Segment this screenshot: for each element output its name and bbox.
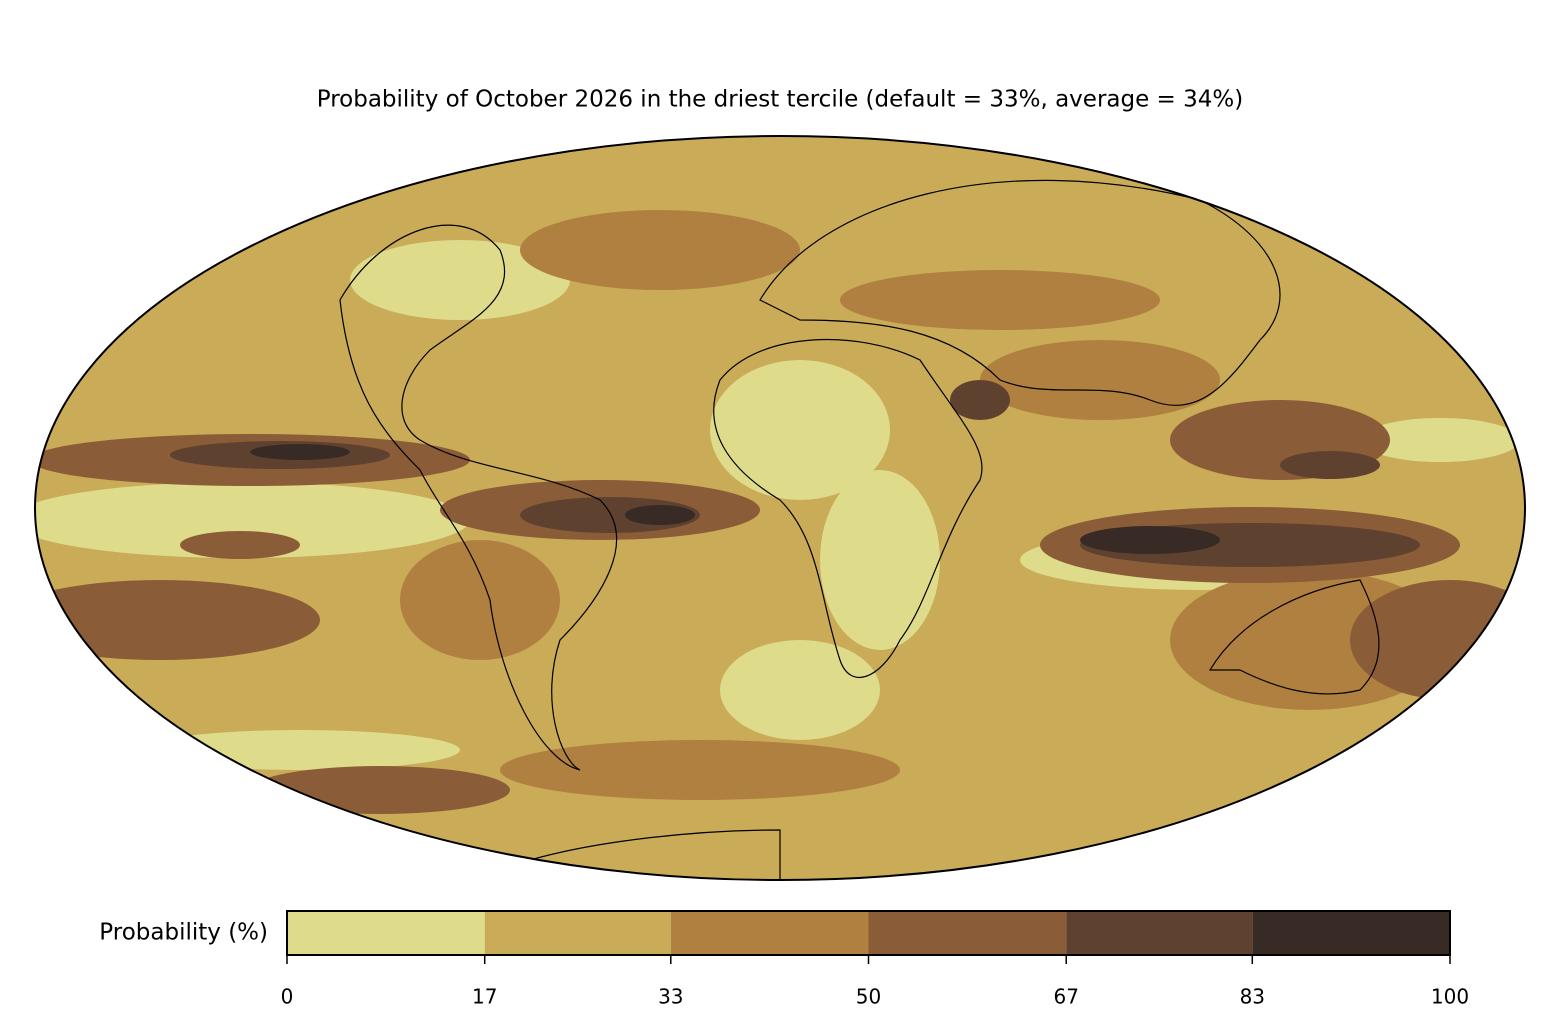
region bbox=[250, 766, 510, 814]
tick-label: 50 bbox=[856, 985, 881, 1009]
tick-label: 83 bbox=[1240, 985, 1265, 1009]
region bbox=[625, 505, 695, 525]
coastline bbox=[339, 224, 618, 771]
colorbar-segment bbox=[670, 911, 869, 955]
region bbox=[250, 444, 350, 460]
region bbox=[350, 240, 570, 320]
region bbox=[1350, 580, 1525, 700]
region bbox=[1080, 526, 1220, 554]
region bbox=[35, 482, 470, 558]
region bbox=[980, 340, 1220, 420]
map-title: Probability of October 2026 in the dries… bbox=[317, 87, 1244, 113]
colorbar-segment bbox=[484, 911, 671, 955]
coastline bbox=[1208, 579, 1380, 695]
region bbox=[35, 580, 320, 660]
coastline bbox=[529, 829, 781, 880]
region bbox=[710, 360, 890, 500]
globe-border bbox=[34, 135, 1526, 881]
tick-label: 0 bbox=[281, 985, 294, 1009]
coastline bbox=[713, 338, 983, 678]
region bbox=[520, 210, 800, 290]
region bbox=[1360, 418, 1520, 462]
region bbox=[1280, 451, 1380, 479]
region bbox=[950, 380, 1010, 420]
region bbox=[820, 470, 940, 650]
colorbar-segment bbox=[868, 911, 1067, 955]
tick-label: 100 bbox=[1431, 985, 1469, 1009]
colorbar-label: Probability (%) bbox=[99, 920, 268, 946]
colorbar-segment bbox=[1252, 911, 1450, 955]
coastline bbox=[759, 179, 1281, 406]
colorbar: 0 17 33 50 67 83 100 bbox=[281, 910, 1469, 1009]
probability-field bbox=[35, 136, 1525, 880]
region bbox=[720, 640, 880, 740]
tick-label: 67 bbox=[1053, 985, 1078, 1009]
region bbox=[140, 730, 460, 770]
tick-label: 33 bbox=[658, 985, 683, 1009]
colorbar-segment bbox=[287, 911, 485, 955]
region bbox=[180, 531, 300, 559]
tick-label: 17 bbox=[472, 985, 497, 1009]
colorbar-segment bbox=[1066, 911, 1253, 955]
region bbox=[840, 270, 1160, 330]
region bbox=[400, 540, 560, 660]
region bbox=[500, 740, 900, 800]
